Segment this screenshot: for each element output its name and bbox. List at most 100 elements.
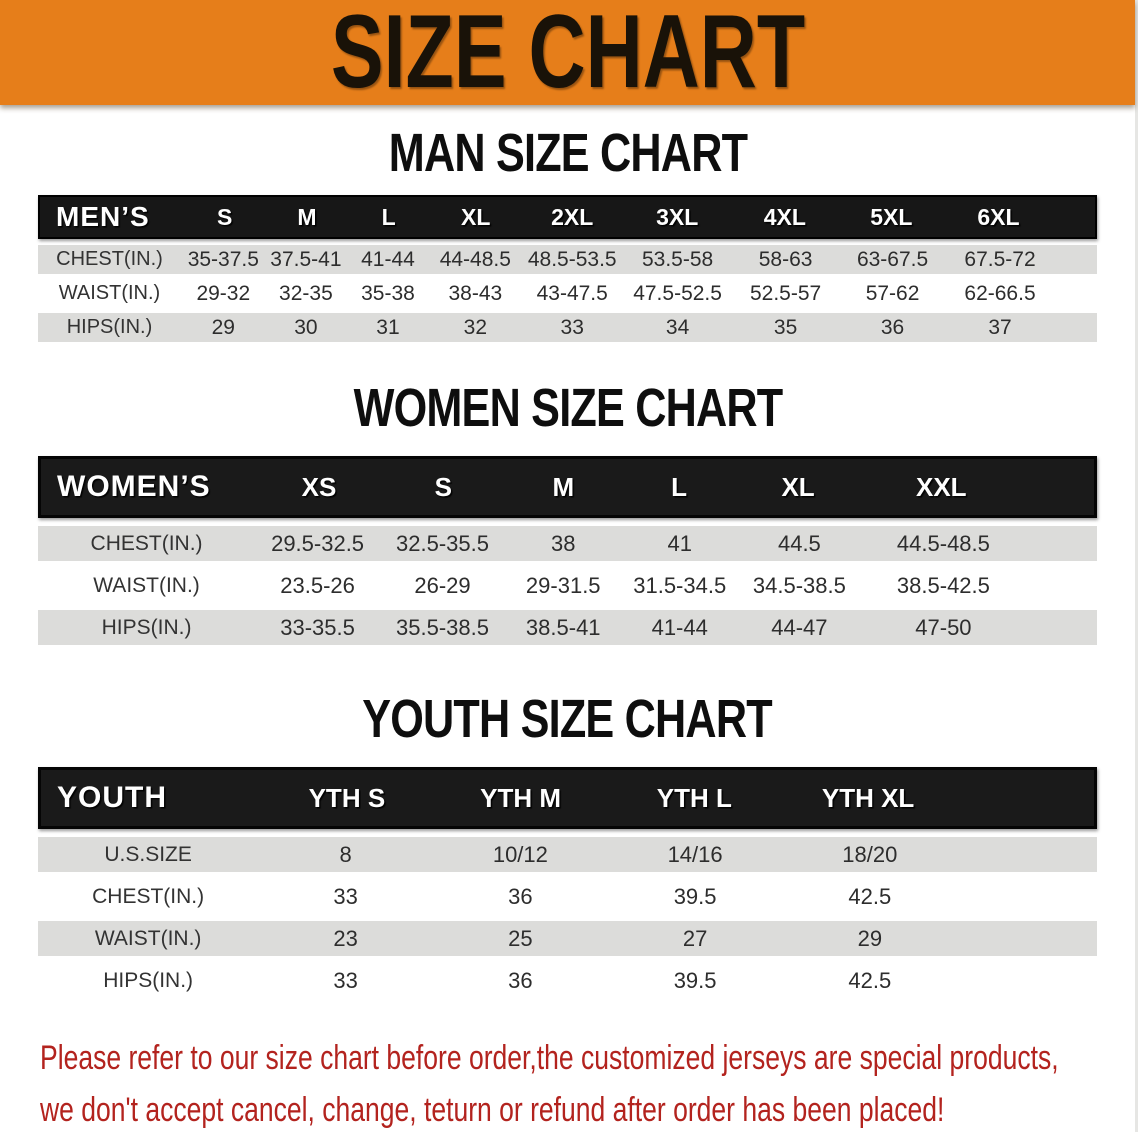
cell-value: 25: [508, 925, 533, 951]
cell-value: 18/20: [842, 841, 898, 867]
youth-table-header: YOUTH YTH S YTH M YTH L YTH XL: [38, 767, 1097, 829]
men-table-header: MEN’S S M L XL 2XL 3XL 4XL 5XL 6XL: [38, 195, 1097, 239]
cell-value: 34.5-38.5: [752, 572, 846, 598]
cell-value: 32: [463, 315, 487, 339]
youth-size-table: YOUTH YTH S YTH M YTH L YTH XL U.S.SIZE …: [38, 767, 1097, 998]
men-header-label: MEN’S: [56, 201, 150, 232]
cell-value: 36: [880, 315, 905, 339]
cell-value: 38-43: [448, 281, 503, 305]
men-size-col-3xl: 3XL: [656, 203, 699, 230]
cell-value: 37: [988, 315, 1012, 339]
cell-value: 29-32: [196, 281, 251, 305]
men-section-title-text: MAN SIZE CHART: [388, 123, 747, 183]
cell-value: 34: [665, 315, 690, 339]
cell-value: 35.5-38.5: [396, 614, 489, 640]
cell-value: 48.5-53.5: [527, 247, 617, 271]
disclaimer-line-1: Please refer to our size chart before or…: [40, 1039, 1059, 1077]
men-size-col-xl: XL: [460, 203, 491, 230]
youth-size-col-m: YTH M: [480, 782, 562, 813]
row-label: WAIST(IN.): [58, 282, 161, 304]
cell-value: 36: [508, 883, 533, 909]
cell-value: 8: [339, 841, 352, 867]
cell-value: 43-47.5: [536, 281, 608, 305]
table-row: CHEST(IN.) 29.5-32.5 32.5-35.5 38 41 44.…: [38, 526, 1097, 561]
cell-value: 42.5: [848, 883, 892, 909]
cell-value: 29-31.5: [525, 572, 601, 598]
cell-value: 31: [376, 315, 400, 339]
cell-value: 35-37.5: [187, 247, 259, 271]
row-label: WAIST(IN.): [93, 573, 200, 597]
men-size-col-6xl: 6XL: [977, 203, 1020, 230]
women-size-col-xl: XL: [781, 471, 815, 502]
men-section-title: MAN SIZE CHART: [0, 123, 1135, 183]
youth-size-col-xl: YTH XL: [821, 782, 915, 813]
cell-value: 23: [333, 925, 358, 951]
cell-value: 32.5-35.5: [396, 530, 489, 556]
row-label: HIPS(IN.): [103, 968, 194, 992]
cell-value: 33: [333, 883, 358, 909]
cell-value: 57-62: [865, 281, 920, 305]
cell-value: 30: [294, 315, 318, 339]
men-size-col-4xl: 4XL: [763, 203, 806, 230]
disclaimer: Please refer to our size chart before or…: [40, 1032, 1135, 1136]
cell-value: 67.5-72: [964, 247, 1036, 271]
cell-value: 44.5: [777, 530, 821, 556]
men-size-col-l: L: [381, 203, 396, 230]
banner: SIZE CHART: [0, 0, 1135, 105]
table-row: U.S.SIZE 8 10/12 14/16 18/20: [38, 837, 1097, 872]
table-row: CHEST(IN.) 33 36 39.5 42.5: [38, 879, 1097, 914]
cell-value: 29: [211, 315, 235, 339]
table-row: CHEST(IN.) 35-37.5 37.5-41 41-44 44-48.5…: [38, 245, 1097, 274]
cell-value: 27: [682, 925, 708, 951]
youth-size-col-l: YTH L: [656, 782, 732, 813]
women-section-title: WOMEN SIZE CHART: [0, 381, 1135, 435]
cell-value: 29: [857, 925, 883, 951]
row-label: HIPS(IN.): [101, 615, 192, 639]
cell-value: 37.5-41: [270, 247, 342, 271]
cell-value: 39.5: [673, 967, 717, 993]
cell-value: 10/12: [492, 841, 548, 867]
cell-value: 38: [551, 530, 576, 556]
women-size-col-xs: XS: [301, 471, 337, 502]
cell-value: 33: [560, 315, 584, 339]
cell-value: 62-66.5: [964, 281, 1036, 305]
cell-value: 44-48.5: [439, 247, 511, 271]
cell-value: 38.5-41: [525, 614, 601, 640]
women-table-header: WOMEN’S XS S M L XL XXL: [38, 456, 1097, 518]
women-size-col-xxl: XXL: [916, 471, 967, 502]
cell-value: 63-67.5: [856, 247, 929, 271]
men-size-col-2xl: 2XL: [551, 203, 594, 230]
cell-value: 35: [773, 315, 798, 339]
row-label: WAIST(IN.): [94, 926, 202, 950]
cell-value: 53.5-58: [641, 247, 714, 271]
men-size-col-s: S: [216, 203, 233, 230]
row-label: U.S.SIZE: [104, 842, 192, 866]
women-size-col-m: M: [552, 471, 575, 502]
table-row: HIPS(IN.) 33 36 39.5 42.5: [38, 963, 1097, 998]
row-label: HIPS(IN.): [66, 316, 153, 338]
youth-size-col-s: YTH S: [308, 782, 386, 813]
table-row: WAIST(IN.) 23 25 27 29: [38, 921, 1097, 956]
cell-value: 44.5-48.5: [896, 530, 990, 556]
cell-value: 38.5-42.5: [896, 572, 990, 598]
men-size-col-5xl: 5XL: [870, 203, 913, 230]
cell-value: 42.5: [848, 967, 892, 993]
cell-value: 33-35.5: [280, 614, 355, 640]
row-label: CHEST(IN.): [90, 531, 203, 555]
cell-value: 41-44: [651, 614, 708, 640]
men-table-body: CHEST(IN.) 35-37.5 37.5-41 41-44 44-48.5…: [38, 245, 1097, 342]
cell-value: 32-35: [279, 281, 333, 305]
cell-value: 47.5-52.5: [633, 281, 722, 305]
cell-value: 26-29: [414, 572, 471, 598]
cell-value: 29.5-32.5: [271, 530, 365, 556]
cell-value: 33: [333, 967, 358, 993]
cell-value: 47-50: [915, 614, 972, 640]
cell-value: 14/16: [667, 841, 723, 867]
women-size-col-l: L: [671, 471, 688, 502]
table-row: WAIST(IN.) 23.5-26 26-29 29-31.5 31.5-34…: [38, 568, 1097, 603]
youth-table-body: U.S.SIZE 8 10/12 14/16 18/20 CHEST(IN.) …: [38, 837, 1097, 998]
men-size-col-m: M: [297, 203, 317, 230]
youth-header-label: YOUTH: [57, 781, 167, 814]
youth-section-title-text: YOUTH SIZE CHART: [362, 689, 773, 749]
